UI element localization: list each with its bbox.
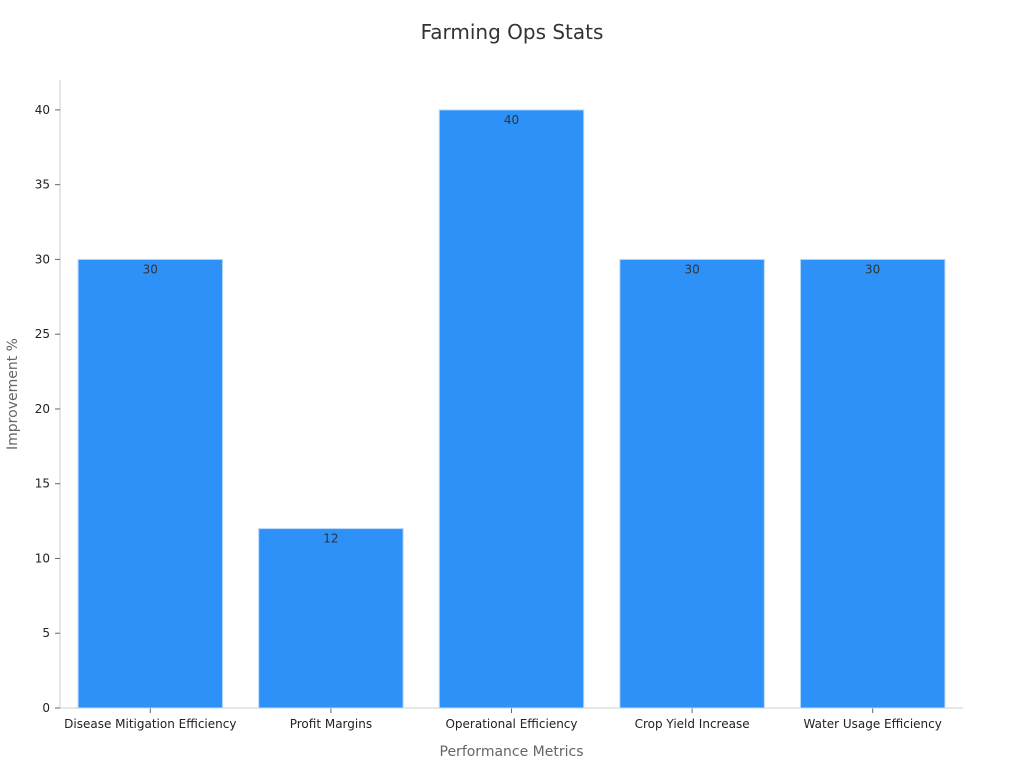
y-tick-label: 25 [35,327,50,341]
x-tick-label: Profit Margins [290,717,372,731]
chart-title: Farming Ops Stats [420,20,604,44]
x-tick-label: Crop Yield Increase [635,717,750,731]
data-label: 12 [323,532,338,546]
data-label: 30 [143,262,158,276]
y-tick-label: 30 [35,252,50,266]
bar [77,258,224,709]
bar [799,258,946,709]
data-labels: 30 12 40 30 30 [143,113,881,546]
data-label: 30 [865,262,880,276]
y-tick-label: 5 [42,626,50,640]
x-tick-label: Operational Efficiency [445,717,577,731]
data-label: 40 [504,113,519,127]
y-tick-label: 35 [35,178,50,192]
y-tick-label: 10 [35,551,50,565]
y-tick-label: 0 [42,701,50,715]
y-tick-label: 20 [35,402,50,416]
x-tick-label: Disease Mitigation Efficiency [64,717,236,731]
x-axis-title: Performance Metrics [440,744,584,760]
bars [77,109,946,709]
y-axis-title: Improvement % [5,338,21,450]
bar [438,109,585,709]
y-tick-label: 40 [35,103,50,117]
data-label: 30 [684,262,699,276]
bar [619,258,765,709]
x-tick-label: Water Usage Efficiency [804,717,942,731]
bar [258,528,404,709]
y-tick-label: 15 [35,477,50,491]
